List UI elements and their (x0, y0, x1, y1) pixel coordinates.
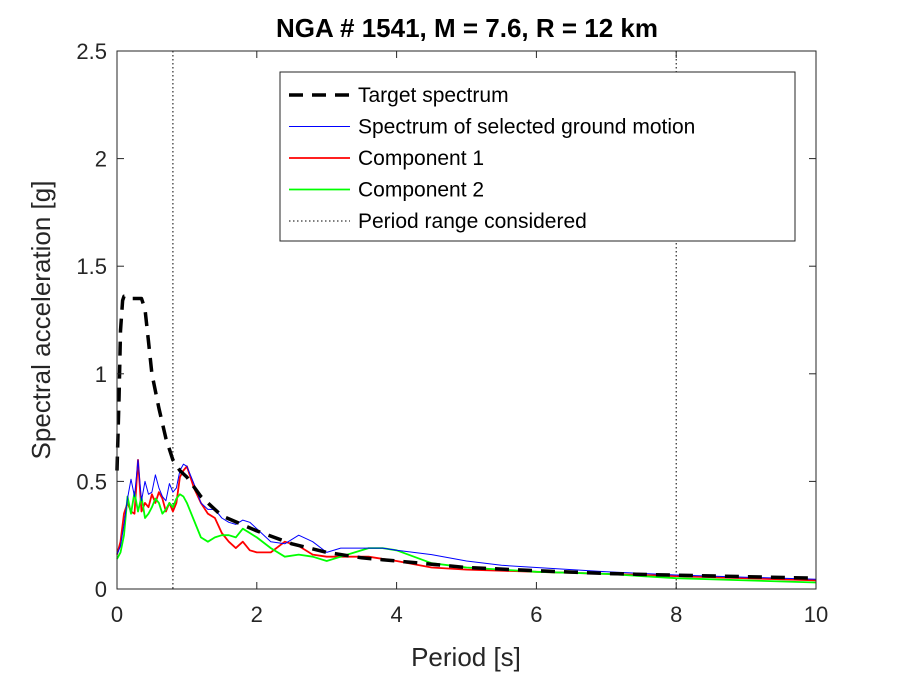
x-axis-ticks: 0 2 4 6 8 10 (111, 51, 828, 627)
x-tick-label: 0 (111, 602, 123, 627)
axes-box (116, 50, 817, 590)
x-axis-label: Period [s] (411, 642, 521, 672)
x-tick-label: 8 (670, 602, 682, 627)
x-tick-label: 10 (804, 602, 828, 627)
legend-label: Spectrum of selected ground motion (358, 116, 695, 139)
x-tick-label: 2 (251, 602, 263, 627)
legend-label: Component 2 (358, 179, 484, 202)
y-tick-label: 0.5 (76, 469, 107, 494)
x-tick-label: 4 (390, 602, 402, 627)
y-tick-label: 1 (95, 362, 107, 387)
y-tick-label: 2 (95, 147, 107, 172)
x-tick-label: 6 (530, 602, 542, 627)
y-tick-label: 2.5 (76, 39, 107, 64)
legend-label: Target spectrum (358, 84, 509, 107)
series-line-component-1 (116, 459, 817, 582)
y-axis-ticks: 0 0.5 1 1.5 2 2.5 (76, 39, 816, 602)
chart-title: NGA # 1541, M = 7.6, R = 12 km (276, 13, 658, 43)
legend-label: Component 1 (358, 147, 484, 170)
legend-label: Period range considered (358, 210, 587, 233)
y-tick-label: 1.5 (76, 254, 107, 279)
legend-box (279, 71, 796, 242)
y-axis-label: Spectral acceleration [g] (26, 181, 56, 460)
period-range-lines (172, 51, 677, 589)
series-line-target-spectrum (115, 294, 817, 580)
legend: Target spectrum Spectrum of selected grou… (279, 71, 796, 242)
series-layer (115, 294, 817, 584)
y-tick-label: 0 (95, 577, 107, 602)
